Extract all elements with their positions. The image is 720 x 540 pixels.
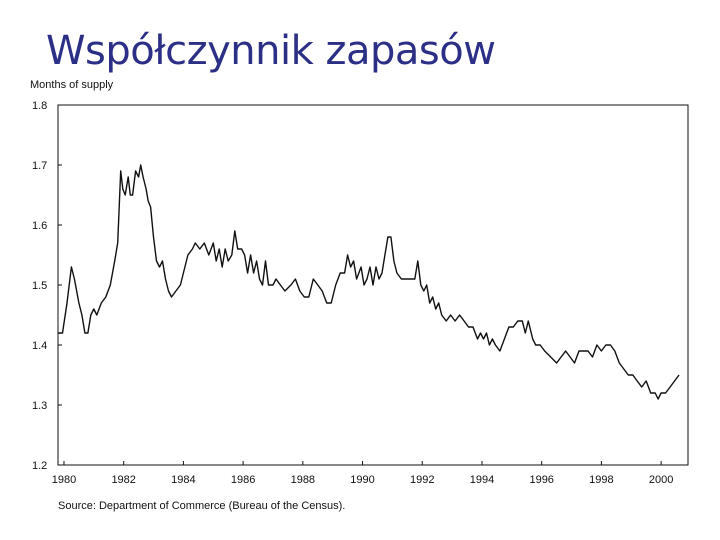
x-tick-label: 1992 <box>410 474 434 486</box>
y-tick-label: 1.2 <box>32 460 47 472</box>
x-tick-label: 1986 <box>231 474 255 486</box>
y-tick-label: 1.3 <box>32 400 47 412</box>
slide-title: Współczynnik zapasów <box>46 28 496 74</box>
y-tick-label: 1.8 <box>32 100 47 112</box>
y-axis-label: Months of supply <box>30 79 114 91</box>
series-line <box>58 164 680 400</box>
x-tick-label: 1990 <box>350 474 374 486</box>
x-tick-label: 1994 <box>470 474 494 486</box>
x-tick-label: 1998 <box>589 474 613 486</box>
y-tick-label: 1.4 <box>32 340 47 352</box>
y-axis: 1.2 1.3 1.4 1.5 1.6 1.7 1.8 <box>32 100 62 472</box>
x-tick-label: 1988 <box>291 474 315 486</box>
x-axis: 1980 1982 1984 1986 1988 1990 1992 1994 1996 1998… <box>52 461 673 486</box>
y-tick-label: 1.6 <box>32 220 47 232</box>
x-tick-label: 1980 <box>52 474 76 486</box>
y-tick-label: 1.7 <box>32 160 47 172</box>
x-tick-label: 1996 <box>529 474 553 486</box>
x-tick-label: 1984 <box>171 474 195 486</box>
y-tick-label: 1.5 <box>32 280 47 292</box>
x-tick-label: 1982 <box>111 474 135 486</box>
x-tick-label: 2000 <box>649 474 673 486</box>
source-note: Source: Department of Commerce (Bureau o… <box>58 500 346 512</box>
